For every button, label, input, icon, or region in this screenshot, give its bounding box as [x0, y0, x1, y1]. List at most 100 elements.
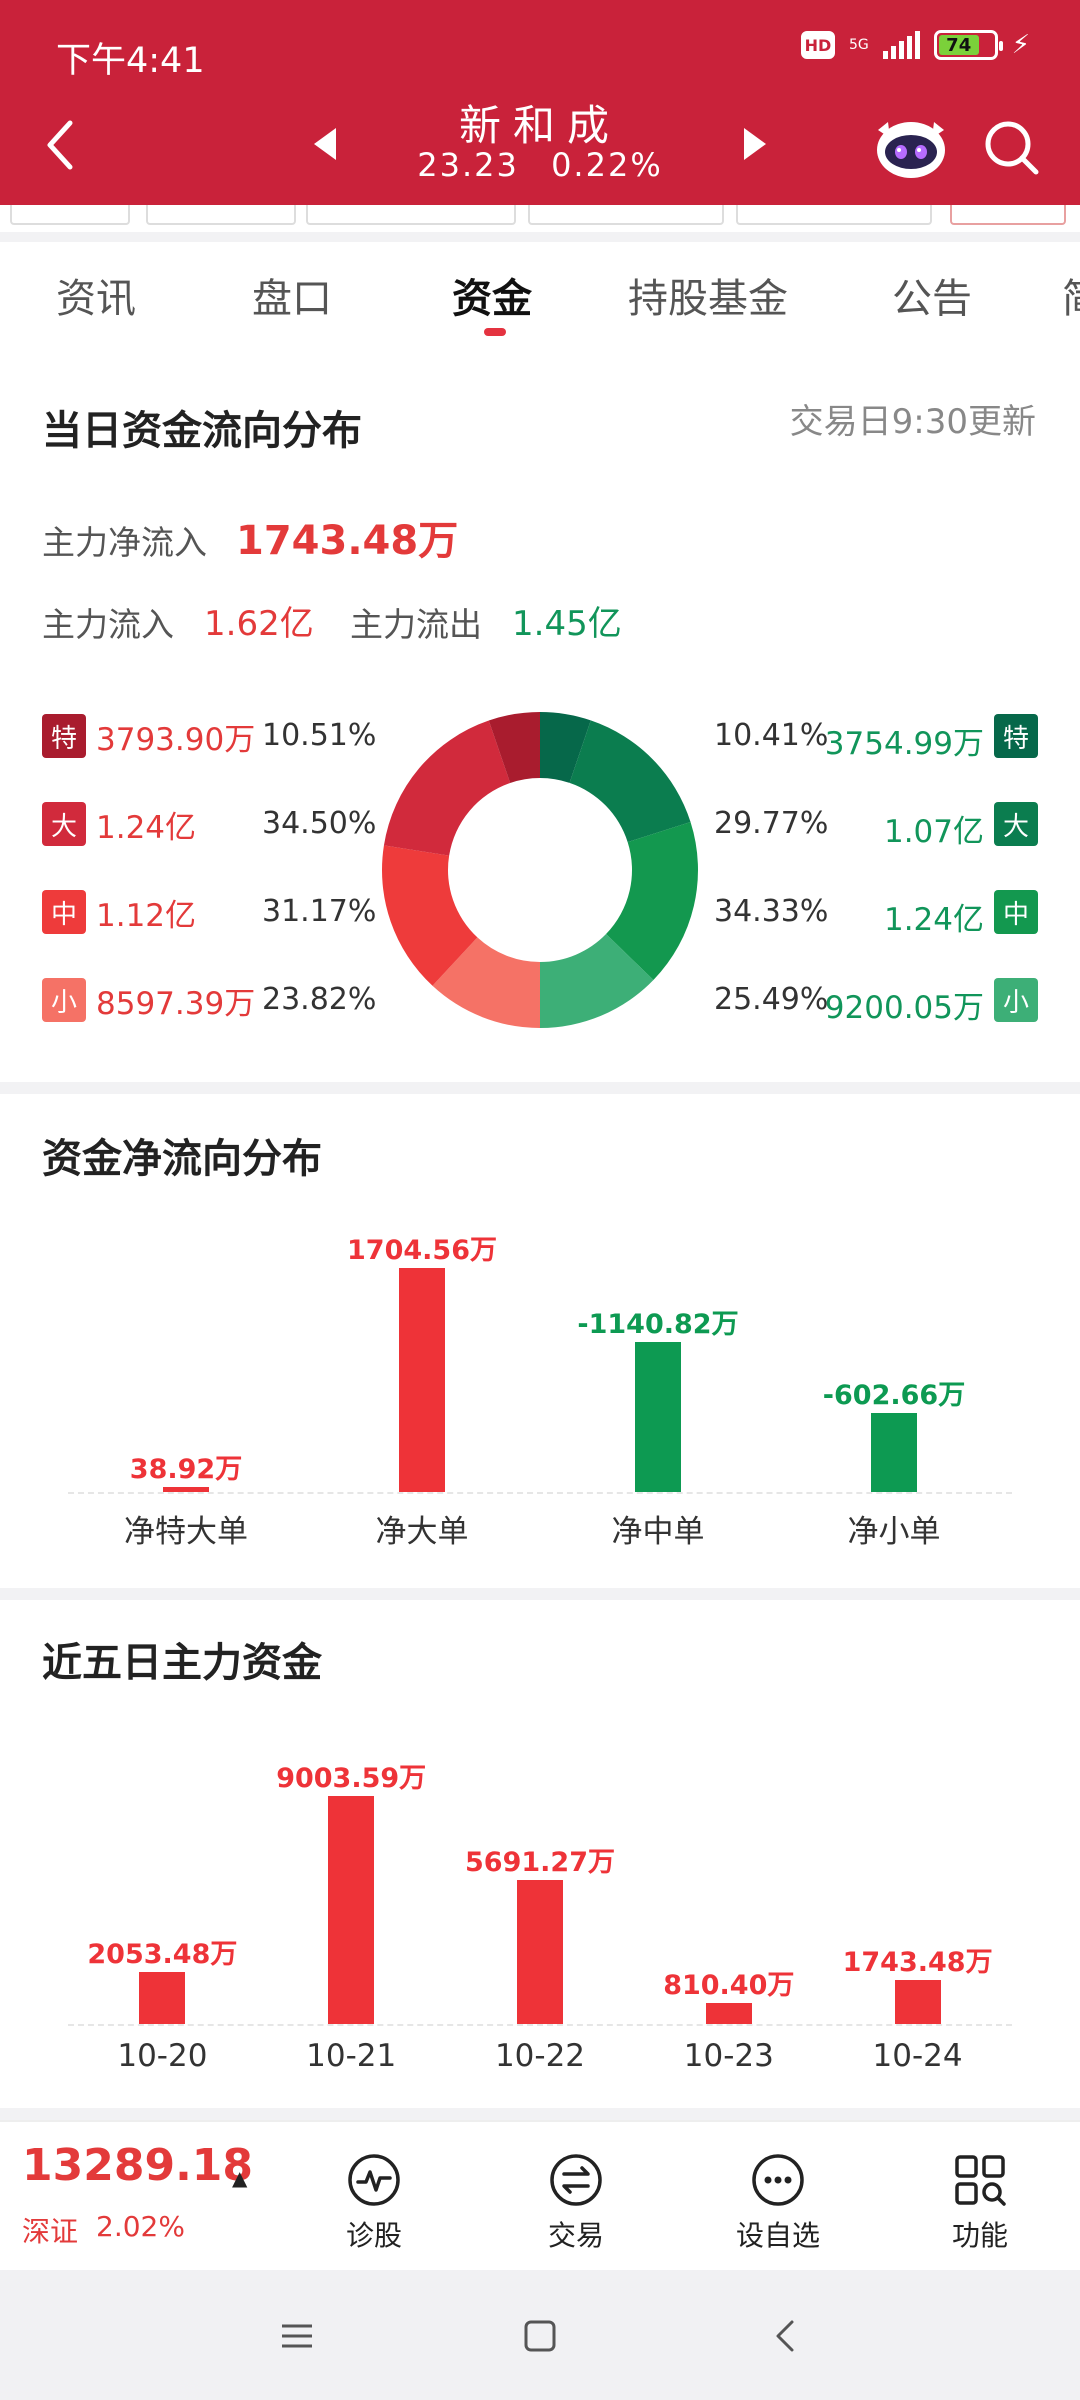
stock-quote: 23.23 0.22%: [390, 146, 690, 184]
hd-icon: HD: [800, 31, 835, 59]
nav-label: 功能: [951, 2219, 1008, 2252]
signal-icon: [882, 31, 920, 59]
outflow-amount: 1.24亿: [883, 902, 984, 938]
nav-add-watchlist[interactable]: 设自选: [718, 2152, 838, 2254]
assistant-robot-icon[interactable]: [870, 108, 952, 184]
tab-news[interactable]: 资讯: [56, 276, 136, 322]
chart-baseline: [68, 2024, 1012, 2026]
donut-outflow-slice-0: [540, 712, 591, 783]
donut-outflow-slice-1: [569, 720, 691, 843]
nav-diagnose[interactable]: 诊股: [314, 2152, 434, 2254]
tab-announcements[interactable]: 公告: [892, 276, 972, 322]
outflow-pct: 25.49%: [714, 982, 829, 1017]
chart-bar: [871, 1412, 917, 1492]
index-value[interactable]: 13289.18: [22, 2140, 254, 2191]
tab-quote[interactable]: 盘口: [252, 276, 332, 322]
tab-holding-funds[interactable]: 持股基金: [628, 276, 788, 322]
inflow-row-super: 特 3793.90万: [42, 712, 255, 760]
donut-inflow-slice-1: [383, 720, 511, 856]
medium-badge: 中: [42, 890, 86, 934]
inflow-row-large: 大 1.24亿: [42, 800, 196, 848]
inflow-amount: 1.24亿: [96, 809, 197, 846]
tab-funds[interactable]: 资金: [452, 276, 532, 322]
chart-bar: [705, 2003, 752, 2024]
bar-category-label: 净大单: [375, 1514, 469, 1550]
small-badge: 小: [994, 978, 1038, 1022]
bar-category-label: 净特大单: [124, 1514, 248, 1550]
five-day-title: 近五日主力资金: [42, 1640, 322, 1686]
nav-functions[interactable]: 功能: [920, 2152, 1040, 2254]
index-change: 2.02%: [96, 2210, 185, 2243]
outflow-amount: 1.07亿: [883, 814, 984, 850]
outflow-pct: 34.33%: [714, 894, 829, 929]
system-nav-bar: [0, 2270, 1080, 2400]
concept-tag[interactable]: [146, 205, 296, 225]
outflow-pct: 29.77%: [714, 806, 829, 841]
status-icons: HD 5G 74 ⚡: [800, 30, 1030, 60]
battery-icon: 74: [933, 30, 1003, 60]
chart-baseline: [68, 1492, 1012, 1494]
inflow-row-medium: 中 1.12亿: [42, 888, 196, 936]
nav-label: 设自选: [735, 2219, 820, 2252]
outflow-amount: 9200.05万: [824, 990, 984, 1026]
donut-inflow-slice-2: [382, 845, 478, 986]
bottom-bar: 13289.18 ▲ 深证 2.02% 诊股 交易: [0, 2120, 1080, 2270]
super-large-badge: 特: [42, 714, 86, 758]
charging-icon: ⚡: [1011, 30, 1030, 60]
outflow-pct: 10.41%: [714, 718, 829, 753]
bar-category-label: 10-23: [683, 2038, 774, 2074]
nav-trade[interactable]: 交易: [516, 2152, 636, 2254]
bar-category-label: 10-22: [494, 2038, 586, 2074]
inflow-pct: 31.17%: [262, 894, 377, 929]
index-name[interactable]: 深证: [22, 2215, 79, 2248]
net-inflow-value: 1743.48万: [236, 518, 459, 564]
update-note: 交易日9:30更新: [789, 402, 1036, 442]
bar-value-label: -1140.82万: [577, 1309, 739, 1341]
more-dots-icon: [752, 2154, 804, 2206]
inflow-value: 1.62亿: [204, 604, 314, 644]
inflow-pct: 34.50%: [262, 806, 377, 841]
grid-search-icon: [955, 2155, 1006, 2206]
section-divider: [0, 1082, 1080, 1094]
back-icon[interactable]: [40, 115, 80, 175]
stock-price: 23.23: [417, 146, 519, 184]
bar-value-label: 38.92万: [129, 1453, 243, 1485]
concept-tag[interactable]: [10, 205, 130, 225]
prev-stock-icon[interactable]: [310, 126, 340, 162]
app-header: 下午4:41 HD 5G 74 ⚡ 新和成 23.23 0.22%: [0, 0, 1080, 205]
inflow-row-small: 小 8597.39万: [42, 976, 255, 1024]
search-icon[interactable]: [982, 118, 1040, 176]
bar-value-label: 1743.48万: [842, 1946, 993, 1978]
concept-tag-strip[interactable]: [0, 205, 1080, 227]
chart-bar: [399, 1268, 445, 1492]
system-back-icon[interactable]: [762, 2314, 812, 2358]
donut-inflow-slice-0: [488, 712, 540, 783]
outflow-value: 1.45亿: [512, 604, 622, 644]
small-badge: 小: [42, 978, 86, 1022]
menu-icon[interactable]: [272, 2314, 322, 2358]
trade-icon: [550, 2154, 602, 2206]
concept-tag[interactable]: [736, 205, 932, 225]
donut-inflow-slice-3: [432, 937, 540, 1028]
tab-brief[interactable]: 简: [1062, 266, 1080, 324]
bar-category-label: 10-24: [872, 2038, 963, 2074]
stock-name: 新和成: [458, 101, 621, 150]
concept-tag-more[interactable]: [950, 205, 1066, 225]
home-icon[interactable]: [515, 2314, 565, 2358]
chart-bar: [328, 1796, 375, 2024]
inflow-amount: 3793.90万: [96, 721, 256, 758]
chart-bar: [517, 1879, 563, 2024]
concept-tag[interactable]: [528, 205, 724, 225]
concept-tag[interactable]: [306, 205, 516, 225]
net-flow-title: 资金净流向分布: [42, 1136, 322, 1182]
bar-category-label: 净中单: [611, 1514, 705, 1550]
large-badge: 大: [42, 802, 86, 846]
bar-category-label: 10-20: [117, 2038, 208, 2074]
bar-value-label: 810.40万: [663, 1970, 795, 2002]
stock-change: 0.22%: [551, 146, 663, 184]
battery-level: 74: [938, 35, 979, 56]
next-stock-icon[interactable]: [740, 126, 770, 162]
section-divider: [0, 1588, 1080, 1600]
diagnose-icon: [348, 2154, 400, 2206]
distribution-title: 当日资金流向分布: [42, 408, 362, 454]
